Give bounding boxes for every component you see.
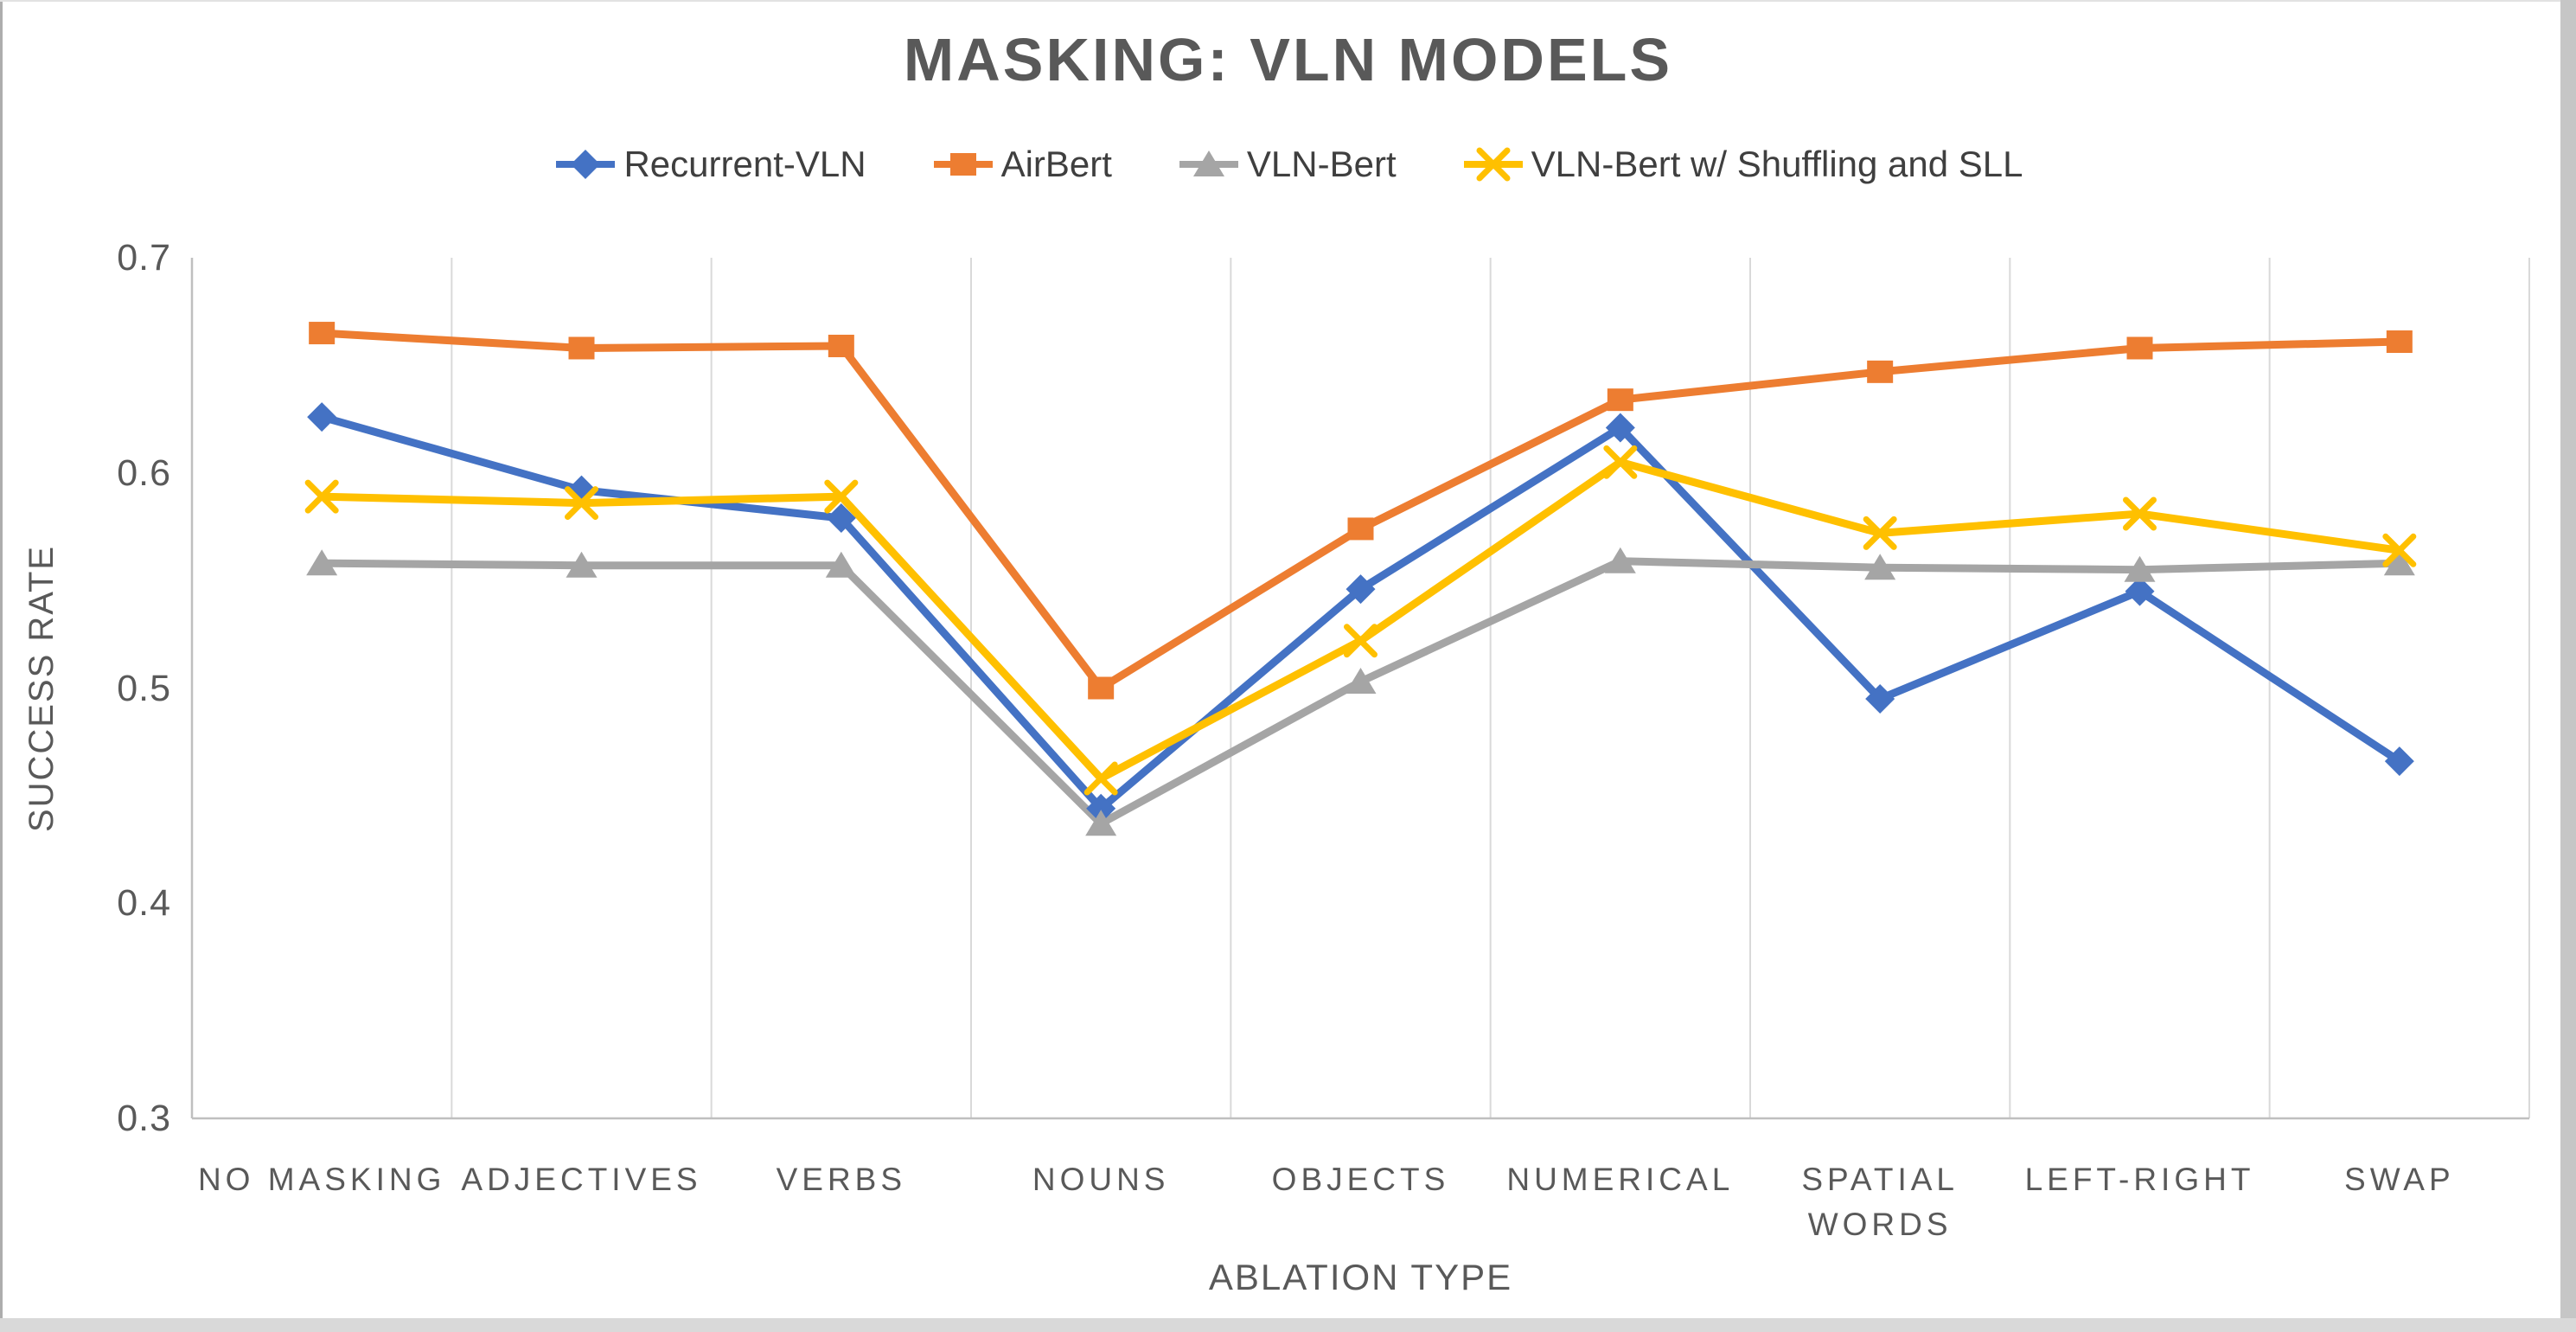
x-marker-icon	[1463, 147, 1523, 182]
legend-label: AirBert	[1000, 144, 1112, 184]
x-tick-label: VERBS	[776, 1162, 907, 1197]
chart-title: MASKING: VLN MODELS	[903, 26, 1673, 93]
diamond-marker-icon	[556, 150, 616, 179]
marker-recurrent-vln	[307, 402, 337, 432]
legend-marker	[1476, 147, 1511, 182]
marker-vln-bert-w-shuffling-and-sll	[2123, 496, 2157, 531]
marker-airbert	[1088, 676, 1115, 700]
marker-vln-bert	[1345, 668, 1377, 695]
x-tick-label: NOUNS	[1032, 1162, 1170, 1197]
legend-item-airbert: AirBert	[930, 144, 1112, 185]
y-tick-label: 0.6	[117, 451, 171, 494]
marker-recurrent-vln	[826, 503, 856, 533]
marker-vln-bert-w-shuffling-and-sll	[824, 479, 859, 514]
y-tick-label: 0.4	[117, 882, 171, 925]
marker-airbert	[2386, 330, 2413, 354]
screen-edge-left	[0, 0, 3, 1332]
marker-vln-bert-w-shuffling-and-sll	[1603, 445, 1638, 479]
y-tick-label: 0.5	[117, 667, 171, 709]
marker-vln-bert	[1085, 810, 1117, 836]
legend-item-vln-bert-w-shuffling-and-sll: VLN-Bert w/ Shuffling and SLL	[1461, 144, 2023, 185]
marker-airbert	[2126, 336, 2153, 360]
legend-item-vln-bert: VLN-Bert	[1176, 144, 1397, 185]
marker-vln-bert	[2124, 555, 2156, 582]
x-tick-label: LEFT-RIGHT	[2024, 1162, 2255, 1197]
marker-vln-bert	[566, 551, 598, 578]
marker-vln-bert-w-shuffling-and-sll	[1863, 516, 1897, 550]
marker-vln-bert	[2383, 549, 2415, 576]
x-tick-label: SPATIAL WORDS	[1801, 1162, 1959, 1242]
x-tick-label: SWAP	[2344, 1162, 2455, 1197]
legend-label: VLN-Bert w/ Shuffling and SLL	[1531, 144, 2023, 184]
legend-item-recurrent-vln: Recurrent-VLN	[553, 144, 866, 185]
screen-edge-bottom	[0, 1318, 2576, 1332]
marker-vln-bert	[1864, 554, 1896, 580]
series-line-airbert	[317, 329, 2404, 692]
legend: Recurrent-VLN AirBert VLN-Bert VLN-Bert w/ …	[0, 137, 2576, 192]
marker-airbert	[828, 334, 854, 357]
marker-vln-bert-w-shuffling-and-sll	[304, 479, 339, 514]
x-tick-label: NO MASKING	[197, 1162, 446, 1197]
marker-vln-bert-w-shuffling-and-sll	[1083, 761, 1118, 796]
x-axis-title: ABLATION TYPE	[1208, 1257, 1513, 1297]
legend-marker	[571, 150, 601, 179]
marker-airbert	[1867, 360, 1894, 383]
marker-recurrent-vln	[1865, 683, 1895, 714]
marker-airbert	[568, 336, 595, 360]
x-tick-label: ADJECTIVES	[461, 1162, 702, 1197]
x-tick-label: OBJECTS	[1271, 1162, 1450, 1197]
screen-edge-top	[0, 0, 2576, 2]
marker-recurrent-vln	[2384, 746, 2414, 777]
marker-vln-bert	[825, 551, 857, 578]
marker-recurrent-vln	[2125, 576, 2155, 606]
marker-airbert	[1347, 517, 1374, 541]
marker-vln-bert	[1604, 547, 1636, 573]
y-tick-label: 0.3	[117, 1098, 171, 1139]
legend-marker	[949, 153, 976, 176]
series-line-vln-bert-w-shuffling-and-sll	[317, 458, 2404, 783]
marker-vln-bert-w-shuffling-and-sll	[2382, 533, 2417, 567]
legend-label: Recurrent-VLN	[623, 144, 866, 184]
marker-recurrent-vln	[1346, 574, 1376, 605]
y-tick-label: 0.7	[117, 237, 171, 279]
marker-airbert	[1607, 388, 1633, 412]
marker-vln-bert-w-shuffling-and-sll	[1344, 624, 1377, 658]
marker-airbert	[309, 322, 336, 345]
marker-vln-bert-w-shuffling-and-sll	[565, 486, 598, 521]
series-line-recurrent-vln	[317, 413, 2404, 813]
marker-recurrent-vln	[1605, 413, 1635, 443]
triangle-marker-icon	[1179, 150, 1238, 176]
x-tick-label: NUMERICAL	[1506, 1162, 1735, 1197]
marker-vln-bert	[306, 549, 338, 576]
legend-marker	[1192, 150, 1224, 176]
screen-edge-right	[2560, 0, 2576, 1332]
square-marker-icon	[933, 153, 993, 176]
marker-recurrent-vln	[1086, 793, 1116, 823]
legend-label: VLN-Bert	[1246, 144, 1397, 184]
